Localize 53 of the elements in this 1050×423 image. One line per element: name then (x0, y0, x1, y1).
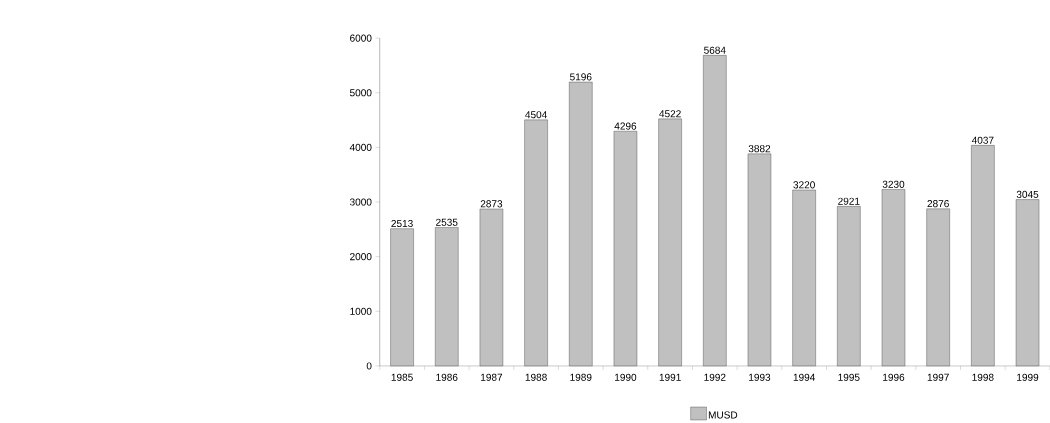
y-tick-label: 4000 (349, 143, 372, 152)
data-label: 3220 (793, 181, 815, 189)
y-tick-label: 1000 (350, 307, 372, 315)
bar (1015, 199, 1040, 367)
data-label: 2873 (480, 200, 503, 208)
x-tick-label: 1991 (659, 373, 681, 381)
bar (881, 189, 906, 367)
x-tick-label: 1995 (838, 373, 860, 381)
data-label: 3045 (1016, 190, 1039, 199)
bar (658, 118, 682, 367)
bar (613, 131, 638, 367)
y-tick-label: 6000 (350, 34, 372, 42)
x-tick-label: 1996 (883, 373, 905, 381)
y-tick-label: 0 (366, 362, 372, 370)
data-label: 2535 (436, 218, 458, 226)
bar (479, 208, 504, 367)
bar (569, 81, 593, 367)
bar (971, 145, 995, 367)
x-tick-label: 1985 (391, 373, 413, 381)
bar (390, 228, 414, 367)
x-tick-label: 1994 (793, 373, 816, 381)
x-tick-label: 1989 (570, 373, 592, 381)
bar (837, 206, 861, 367)
data-label: 5196 (570, 73, 592, 81)
y-tick-label: 5000 (349, 89, 372, 97)
bar (747, 153, 772, 367)
bar (792, 189, 816, 367)
bar (703, 55, 727, 367)
data-label: 4504 (525, 111, 547, 119)
x-tick-label: 1992 (704, 373, 726, 381)
bar (926, 208, 950, 367)
data-label: 5684 (704, 46, 726, 54)
x-tick-label: 1997 (927, 373, 949, 381)
bar (524, 119, 548, 367)
data-label: 4037 (971, 136, 994, 144)
y-tick-label: 3000 (349, 198, 372, 206)
data-label: 4522 (659, 110, 681, 118)
data-label: 4296 (614, 122, 637, 130)
data-label: 2876 (927, 200, 949, 208)
legend-label: MUSD (708, 411, 738, 419)
data-label: 2921 (838, 197, 860, 205)
x-tick-label: 1993 (749, 373, 771, 381)
x-tick-label: 1987 (481, 373, 503, 381)
data-label: 2513 (391, 220, 413, 228)
x-tick-label: 1986 (436, 373, 458, 381)
x-tick-label: 1999 (1017, 373, 1039, 381)
x-tick-label: 1988 (525, 373, 547, 381)
bar (435, 227, 459, 367)
data-label: 3882 (748, 145, 771, 153)
data-label: 3230 (882, 180, 905, 188)
x-tick-label: 1998 (972, 373, 994, 381)
x-tick-label: 1990 (615, 373, 637, 381)
y-tick-label: 2000 (350, 253, 372, 261)
